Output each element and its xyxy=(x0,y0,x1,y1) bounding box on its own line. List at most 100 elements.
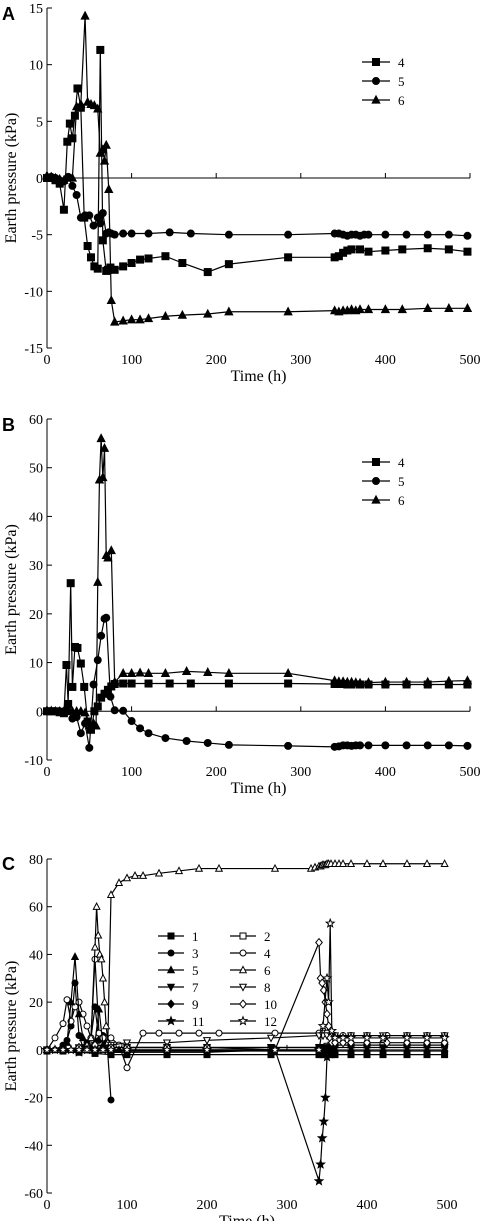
x-tick-label: 300 xyxy=(277,1198,298,1213)
legend-label: 4 xyxy=(398,455,405,470)
legend-marker xyxy=(167,999,175,1009)
data-point xyxy=(203,738,212,747)
data-point xyxy=(214,863,224,872)
data-point xyxy=(362,859,372,867)
data-point xyxy=(97,631,106,640)
data-point xyxy=(96,219,105,228)
data-point xyxy=(381,246,390,255)
data-point xyxy=(321,1051,333,1062)
data-point xyxy=(398,245,407,254)
data-point xyxy=(381,230,390,239)
data-point xyxy=(89,221,98,230)
legend-item-9: 9 xyxy=(158,997,199,1012)
data-point xyxy=(381,741,390,750)
data-point xyxy=(423,741,432,750)
legend-item-10: 10 xyxy=(230,997,277,1012)
data-point xyxy=(377,1032,389,1043)
data-point xyxy=(94,930,103,939)
data-point xyxy=(363,1046,371,1056)
data-point xyxy=(75,998,83,1006)
y-tick-label: 40 xyxy=(29,948,43,963)
series-4 xyxy=(43,45,472,277)
legend-label: 11 xyxy=(192,1014,205,1029)
data-point xyxy=(127,229,136,238)
data-point xyxy=(363,677,374,687)
y-tick-label: 0 xyxy=(36,705,43,720)
y-tick-label: 20 xyxy=(29,608,43,623)
x-axis-title: Time (h) xyxy=(231,780,287,797)
data-point xyxy=(325,1044,337,1055)
data-point xyxy=(181,666,192,675)
data-point xyxy=(119,679,128,688)
data-point xyxy=(83,242,92,250)
data-point xyxy=(402,859,412,867)
data-point xyxy=(444,245,453,254)
data-point xyxy=(107,1096,115,1104)
data-point xyxy=(105,1044,117,1055)
data-point xyxy=(139,1029,147,1037)
data-point xyxy=(59,205,68,214)
legend-item-7: 7 xyxy=(158,980,199,995)
data-point xyxy=(80,682,89,691)
y-tick-label: -15 xyxy=(24,342,43,357)
data-point xyxy=(423,303,433,312)
data-point xyxy=(186,679,195,688)
data-point xyxy=(118,315,128,325)
y-tick-label: -10 xyxy=(24,754,43,769)
data-point xyxy=(110,316,120,326)
data-point xyxy=(143,313,154,323)
data-point xyxy=(283,668,293,677)
y-tick-label: -60 xyxy=(24,1187,43,1202)
data-point xyxy=(224,230,233,239)
data-point xyxy=(130,871,140,879)
data-point xyxy=(93,576,103,586)
data-point xyxy=(119,262,128,271)
legend-item-11: 11 xyxy=(158,1014,205,1029)
data-point xyxy=(397,304,407,314)
data-point xyxy=(80,10,90,20)
series-12 xyxy=(41,917,450,1055)
data-point xyxy=(144,679,153,688)
y-tick-label: 30 xyxy=(29,559,43,574)
data-point xyxy=(93,702,102,711)
data-point xyxy=(100,997,109,1006)
data-point xyxy=(317,1020,329,1031)
legend-item-8: 8 xyxy=(230,980,271,995)
data-point xyxy=(439,1032,450,1043)
data-point xyxy=(324,917,336,928)
legend-marker xyxy=(166,983,176,992)
legend-marker xyxy=(238,965,248,974)
data-point xyxy=(66,997,76,1006)
data-point xyxy=(155,1029,163,1037)
data-point xyxy=(86,253,95,262)
data-point xyxy=(127,679,136,688)
data-point xyxy=(126,668,137,677)
data-point xyxy=(161,734,170,743)
legend-item-12: 12 xyxy=(230,1014,277,1029)
data-point xyxy=(266,1034,276,1043)
data-point xyxy=(463,247,472,256)
legend: 4 5 6 xyxy=(362,55,405,108)
data-point xyxy=(122,873,132,882)
data-point xyxy=(401,676,412,686)
data-point xyxy=(345,1032,357,1043)
data-point xyxy=(119,229,128,238)
data-point xyxy=(135,314,145,324)
data-point xyxy=(70,111,79,120)
data-point xyxy=(106,545,116,555)
y-tick-label: 0 xyxy=(36,172,43,187)
data-point xyxy=(78,1033,88,1042)
series-line xyxy=(47,1049,331,1182)
data-point xyxy=(103,552,113,562)
data-point xyxy=(72,191,81,199)
data-point xyxy=(224,668,234,677)
legend-item-4: 4 xyxy=(230,946,271,961)
legend-marker xyxy=(239,949,247,957)
series-6 xyxy=(42,10,473,326)
x-tick-label: 0 xyxy=(44,353,51,368)
data-point xyxy=(356,245,365,254)
legend-marker xyxy=(371,494,381,504)
y-tick-label: 60 xyxy=(29,413,43,428)
legend-marker xyxy=(167,949,175,957)
data-point xyxy=(68,181,77,190)
